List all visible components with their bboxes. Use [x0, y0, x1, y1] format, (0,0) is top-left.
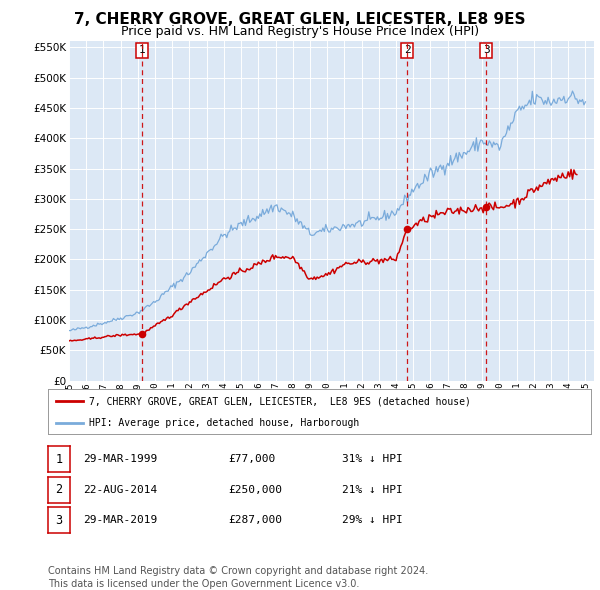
Text: 29-MAR-1999: 29-MAR-1999 — [83, 454, 157, 464]
Text: 3: 3 — [55, 514, 62, 527]
Text: 31% ↓ HPI: 31% ↓ HPI — [342, 454, 403, 464]
Text: 22-AUG-2014: 22-AUG-2014 — [83, 485, 157, 494]
Text: 3: 3 — [483, 45, 490, 55]
Text: HPI: Average price, detached house, Harborough: HPI: Average price, detached house, Harb… — [89, 418, 359, 428]
Text: £77,000: £77,000 — [228, 454, 275, 464]
Text: 7, CHERRY GROVE, GREAT GLEN, LEICESTER, LE8 9ES: 7, CHERRY GROVE, GREAT GLEN, LEICESTER, … — [74, 12, 526, 27]
Text: Price paid vs. HM Land Registry's House Price Index (HPI): Price paid vs. HM Land Registry's House … — [121, 25, 479, 38]
Text: 21% ↓ HPI: 21% ↓ HPI — [342, 485, 403, 494]
Text: 2: 2 — [404, 45, 410, 55]
Text: 1: 1 — [55, 453, 62, 466]
Text: £250,000: £250,000 — [228, 485, 282, 494]
Text: 29% ↓ HPI: 29% ↓ HPI — [342, 516, 403, 525]
Text: 7, CHERRY GROVE, GREAT GLEN, LEICESTER,  LE8 9ES (detached house): 7, CHERRY GROVE, GREAT GLEN, LEICESTER, … — [89, 396, 470, 407]
Text: 29-MAR-2019: 29-MAR-2019 — [83, 516, 157, 525]
Text: 1: 1 — [139, 45, 145, 55]
Text: Contains HM Land Registry data © Crown copyright and database right 2024.
This d: Contains HM Land Registry data © Crown c… — [48, 566, 428, 589]
Text: 2: 2 — [55, 483, 62, 496]
Text: £287,000: £287,000 — [228, 516, 282, 525]
